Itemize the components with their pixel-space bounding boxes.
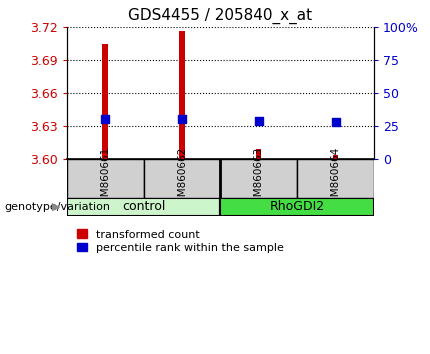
Text: GSM860663: GSM860663 [254,147,264,210]
Bar [256,149,261,159]
Bar [221,159,297,198]
Bar [102,44,108,159]
Text: GSM860662: GSM860662 [177,147,187,210]
Point [178,116,185,122]
Bar [297,159,374,198]
Text: control: control [122,200,165,213]
Bar [333,155,338,159]
Text: genotype/variation: genotype/variation [4,202,111,212]
Bar [67,159,144,198]
Text: GSM860664: GSM860664 [331,147,341,210]
Point [255,118,262,124]
Text: RhoGDI2: RhoGDI2 [270,200,325,213]
Text: GSM860661: GSM860661 [100,147,110,210]
Point [101,116,108,122]
Bar [221,198,374,216]
Point [332,119,339,125]
Bar [179,31,184,159]
Bar [144,159,221,198]
Text: ▶: ▶ [52,202,60,212]
Bar [67,198,221,216]
Legend: transformed count, percentile rank within the sample: transformed count, percentile rank withi… [72,225,288,257]
Title: GDS4455 / 205840_x_at: GDS4455 / 205840_x_at [128,7,313,24]
